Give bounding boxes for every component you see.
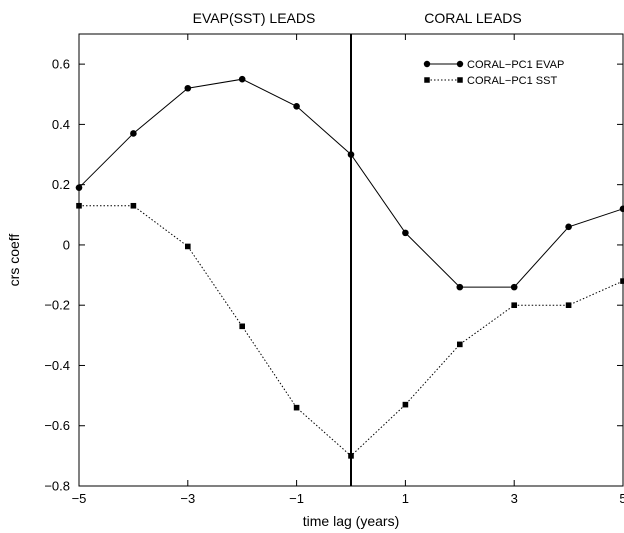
x-tick-label: 1 (402, 491, 409, 506)
y-axis-label: crs coeff (6, 234, 22, 287)
x-axis-label: time lag (years) (303, 513, 399, 529)
y-tick-label: 0.4 (52, 117, 70, 132)
coral-leads-label: CORAL LEADS (424, 10, 522, 26)
data-point-sst (620, 278, 624, 284)
data-point-evap (510, 283, 518, 291)
x-tick-label: −5 (72, 491, 87, 506)
data-point-sst (239, 323, 245, 330)
data-point-sst (511, 302, 517, 308)
data-point-evap (238, 75, 246, 83)
x-tick-label: 5 (619, 491, 624, 506)
data-point-sst (76, 202, 82, 209)
x-tick-label: −1 (289, 491, 304, 506)
legend-label-evap: CORAL−PC1 EVAP (467, 59, 564, 71)
data-point-sst (348, 453, 354, 459)
data-point-sst (185, 243, 191, 250)
legend-marker-circle (456, 60, 464, 68)
y-tick-label: −0.8 (44, 479, 70, 494)
data-point-evap (75, 184, 83, 191)
data-point-evap (402, 229, 409, 237)
y-tick-label: −0.2 (44, 298, 70, 313)
data-point-evap (130, 130, 137, 137)
x-tick-label: −3 (180, 491, 195, 506)
evap-leads-label: EVAP(SST) LEADS (193, 10, 316, 26)
y-tick-label: 0.2 (52, 177, 70, 192)
data-point-sst (402, 401, 409, 408)
data-point-evap (565, 223, 572, 231)
legend-item-evap: CORAL−PC1 EVAP (423, 59, 564, 71)
y-axis-ticks: −0.8 −0.6 −0.4 −0.2 0 0.2 0.4 0.6 (44, 57, 623, 494)
y-tick-label: −0.4 (44, 358, 70, 373)
y-tick-label: 0 (63, 237, 70, 252)
data-point-evap (619, 205, 624, 213)
legend-marker-square (457, 77, 463, 83)
legend-label-sst: CORAL−PC1 SST (467, 75, 557, 87)
series-layer (75, 75, 624, 459)
data-point-sst (293, 404, 300, 411)
data-point-evap (293, 103, 300, 110)
y-tick-label: 0.6 (52, 57, 70, 72)
legend: CORAL−PC1 EVAP CORAL−PC1 SST (423, 59, 564, 87)
legend-marker-square (424, 77, 430, 83)
data-point-sst (565, 302, 572, 308)
x-tick-label: 3 (511, 491, 518, 506)
data-point-evap (347, 151, 355, 158)
legend-marker-circle (423, 60, 431, 68)
legend-item-sst: CORAL−PC1 SST (424, 75, 557, 87)
y-tick-label: −0.6 (44, 418, 70, 433)
data-point-sst (130, 202, 137, 209)
data-point-evap (184, 84, 192, 92)
data-point-sst (457, 341, 463, 348)
data-point-evap (456, 283, 464, 291)
x-axis-ticks: −5 −3 −1 1 3 5 (72, 34, 624, 506)
